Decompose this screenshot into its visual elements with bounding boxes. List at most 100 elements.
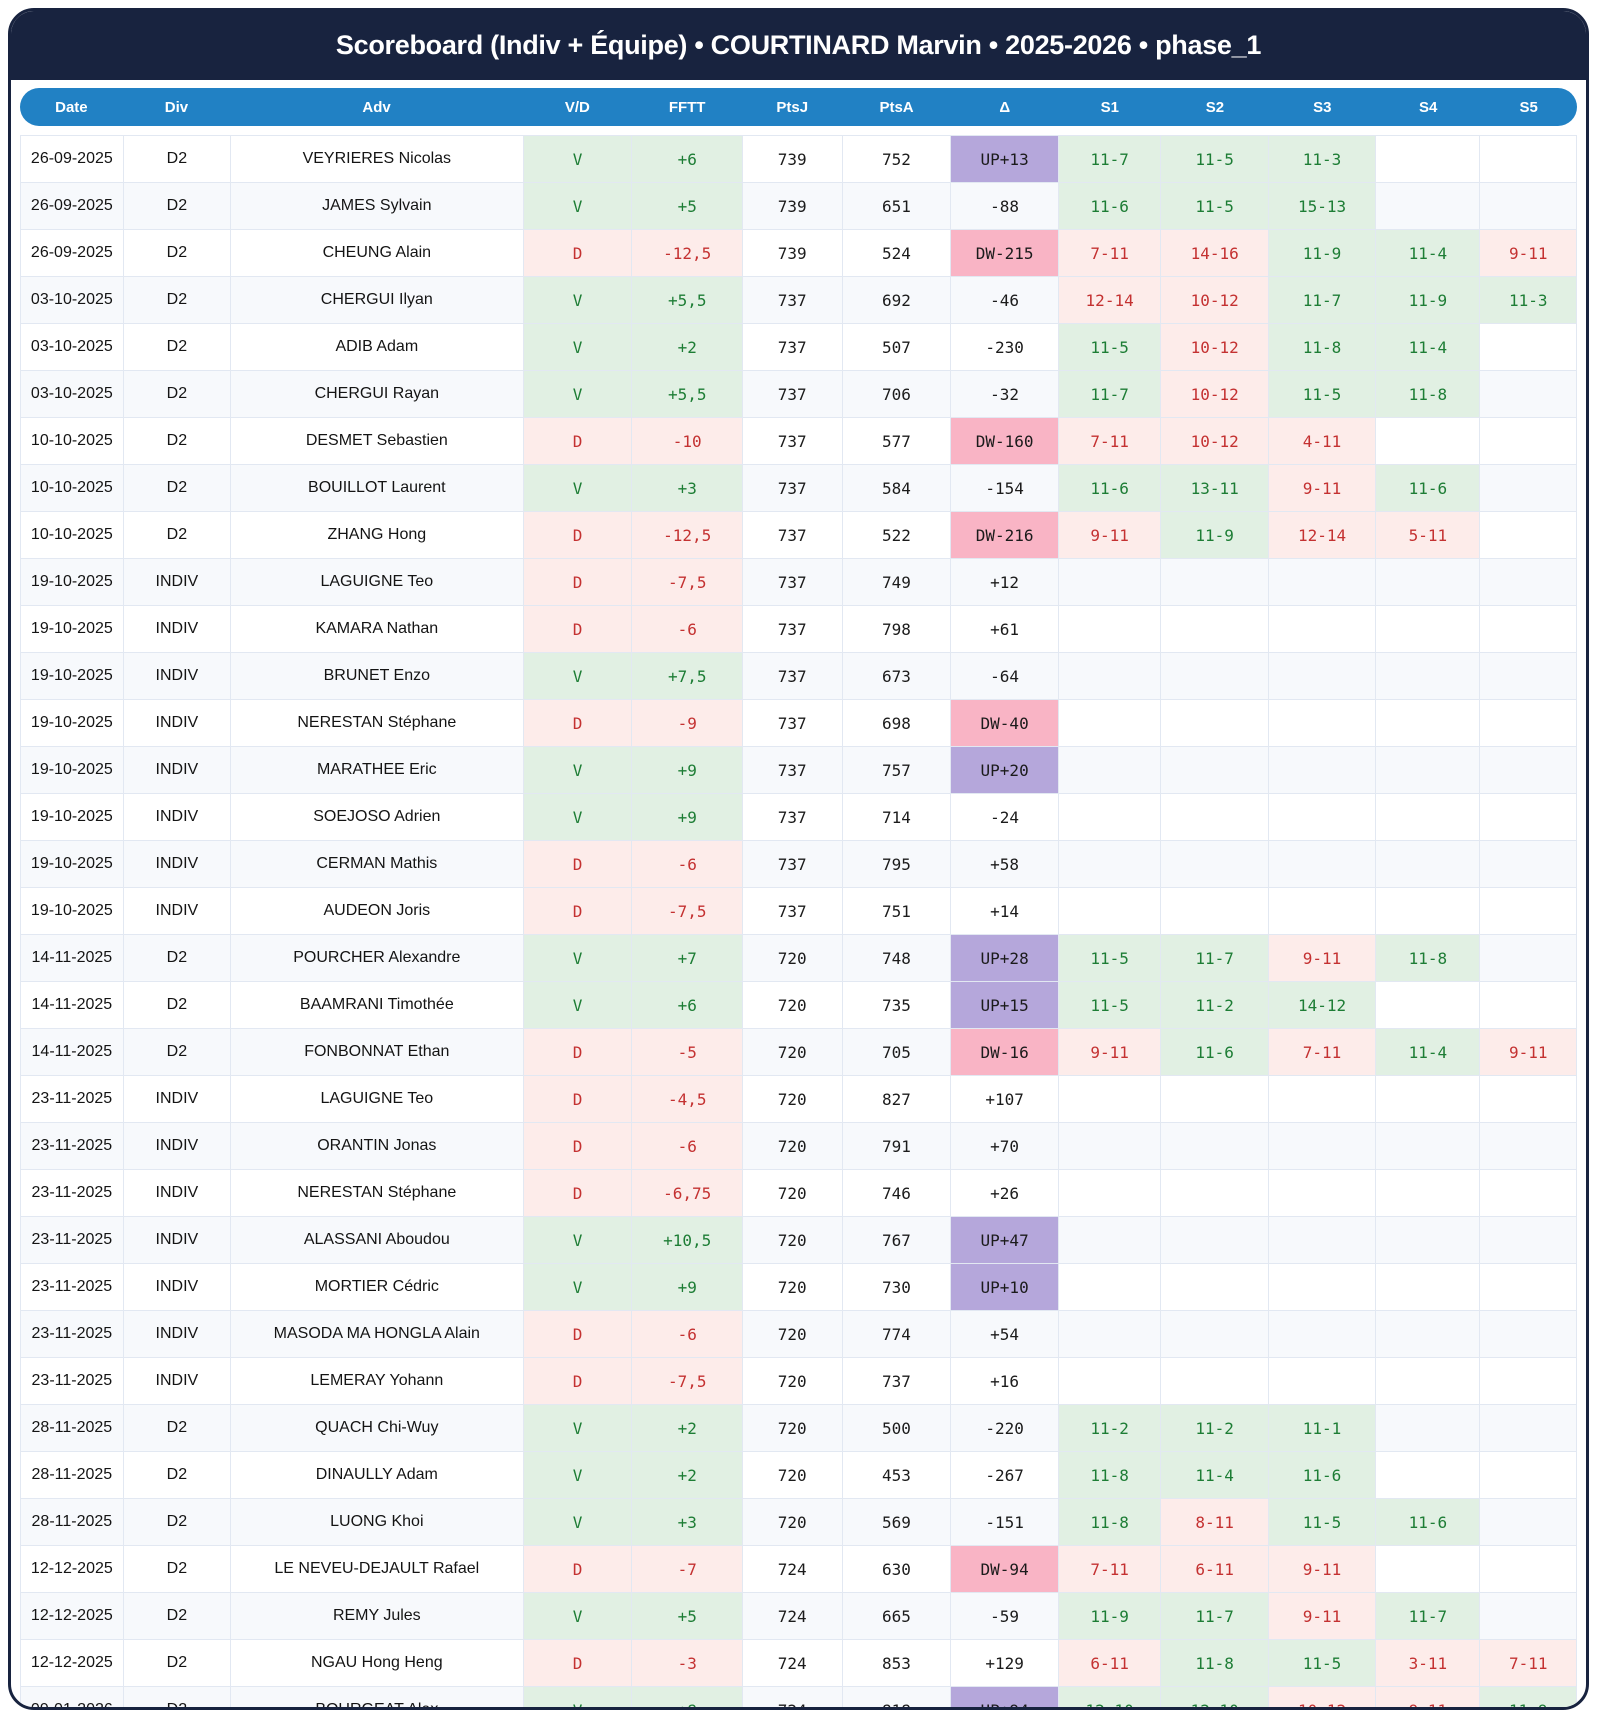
cell-set-5 [1479, 1404, 1577, 1452]
cell-set-2 [1160, 1122, 1269, 1170]
cell-ptsa: 853 [842, 1639, 952, 1687]
cell-ptsa: 522 [842, 511, 952, 559]
cell-set-5 [1479, 1498, 1577, 1546]
cell-set-3: 11-1 [1268, 1404, 1377, 1452]
cell-set-5 [1479, 370, 1577, 418]
column-header-s5: S5 [1480, 88, 1577, 126]
cell-set-2 [1160, 1357, 1269, 1405]
cell-set-2 [1160, 793, 1269, 841]
cell-set-5: 11-9 [1479, 1686, 1577, 1707]
table-row: 10-10-2025 D2 ZHANG Hong D -12,5 737 522 DW-216… [20, 511, 1577, 559]
cell-fftt: -7,5 [631, 1357, 743, 1405]
cell-ptsj: 720 [742, 1404, 843, 1452]
table-row: 12-12-2025 D2 NGAU Hong Heng D -3 724 853 +129 6… [20, 1639, 1577, 1687]
cell-delta: +54 [950, 1310, 1059, 1358]
table-row: 19-10-2025 INDIV SOEJOSO Adrien V +9 737 714 -2… [20, 793, 1577, 841]
cell-set-2: 11-5 [1160, 135, 1269, 183]
cell-date: 14-11-2025 [20, 981, 124, 1029]
cell-set-4 [1375, 1545, 1481, 1593]
cell-ptsj: 720 [742, 1451, 843, 1499]
cell-delta: -88 [950, 182, 1059, 230]
cell-set-1: 11-6 [1058, 464, 1162, 512]
cell-ptsj: 720 [742, 1310, 843, 1358]
cell-div: INDIV [123, 1216, 232, 1264]
table-row: 19-10-2025 INDIV NERESTAN Stéphane D -9 737 69… [20, 699, 1577, 747]
cell-vd: V [523, 182, 633, 230]
cell-fftt: +2 [631, 1451, 743, 1499]
cell-adv: BOUILLOT Laurent [230, 464, 524, 512]
cell-div: D2 [123, 934, 232, 982]
cell-div: D2 [123, 135, 232, 183]
cell-set-2: 11-6 [1160, 1028, 1269, 1076]
cell-set-3 [1268, 746, 1377, 794]
cell-vd: D [523, 1028, 633, 1076]
cell-set-2: 11-8 [1160, 1639, 1269, 1687]
cell-set-4 [1375, 699, 1481, 747]
cell-set-5 [1479, 511, 1577, 559]
column-header-adv: Adv [230, 88, 523, 126]
cell-date: 26-09-2025 [20, 135, 124, 183]
cell-fftt: -9 [631, 699, 743, 747]
cell-set-1: 11-5 [1058, 981, 1162, 1029]
cell-set-4: 11-4 [1375, 1028, 1481, 1076]
cell-vd: D [523, 1122, 633, 1170]
scoreboard-table: 26-09-2025 D2 VEYRIERES Nicolas V +6 739 752 UP… [20, 135, 1577, 1707]
cell-adv: MARATHEE Eric [230, 746, 524, 794]
cell-set-4 [1375, 1122, 1481, 1170]
cell-set-1 [1058, 1263, 1162, 1311]
cell-div: D2 [123, 464, 232, 512]
cell-set-2: 10-12 [1160, 370, 1269, 418]
cell-set-4 [1375, 1169, 1481, 1217]
cell-div: D2 [123, 981, 232, 1029]
cell-delta: UP+20 [950, 746, 1059, 794]
cell-vd: D [523, 1169, 633, 1217]
cell-vd: V [523, 746, 633, 794]
cell-adv: ORANTIN Jonas [230, 1122, 524, 1170]
cell-ptsa: 651 [842, 182, 952, 230]
cell-ptsj: 737 [742, 652, 843, 700]
cell-fftt: -6 [631, 1310, 743, 1358]
cell-vd: D [523, 417, 633, 465]
cell-adv: DESMET Sebastien [230, 417, 524, 465]
cell-set-4 [1375, 981, 1481, 1029]
table-row: 03-10-2025 D2 CHERGUI Rayan V +5,5 737 706 -32 1… [20, 370, 1577, 418]
cell-div: D2 [123, 1639, 232, 1687]
table-row: 03-10-2025 D2 CHERGUI Ilyan V +5,5 737 692 -46 1… [20, 276, 1577, 324]
table-row: 19-10-2025 INDIV BRUNET Enzo V +7,5 737 673 -64 [20, 652, 1577, 700]
cell-set-3: 7-11 [1268, 1028, 1377, 1076]
cell-ptsa: 751 [842, 887, 952, 935]
cell-delta: UP+47 [950, 1216, 1059, 1264]
table-row: 14-11-2025 D2 FONBONNAT Ethan D -5 720 705 DW-1… [20, 1028, 1577, 1076]
cell-fftt: +6 [631, 981, 743, 1029]
column-header-v-d: V/D [522, 88, 632, 126]
cell-ptsa: 714 [842, 793, 952, 841]
cell-ptsj: 737 [742, 417, 843, 465]
cell-set-3: 11-5 [1268, 1639, 1377, 1687]
cell-set-4 [1375, 746, 1481, 794]
cell-vd: V [523, 1404, 633, 1452]
cell-delta: +129 [950, 1639, 1059, 1687]
cell-div: D2 [123, 1592, 232, 1640]
cell-div: INDIV [123, 558, 232, 606]
cell-ptsj: 737 [742, 746, 843, 794]
cell-delta: DW-215 [950, 229, 1059, 277]
cell-set-2 [1160, 1310, 1269, 1358]
table-row: 26-09-2025 D2 VEYRIERES Nicolas V +6 739 752 UP… [20, 135, 1577, 183]
cell-fftt: -4,5 [631, 1075, 743, 1123]
cell-set-5 [1479, 1545, 1577, 1593]
cell-ptsj: 720 [742, 1075, 843, 1123]
cell-set-1: 11-8 [1058, 1451, 1162, 1499]
cell-set-5 [1479, 1310, 1577, 1358]
cell-set-1: 11-5 [1058, 934, 1162, 982]
cell-date: 03-10-2025 [20, 323, 124, 371]
table-row: 23-11-2025 INDIV MORTIER Cédric V +9 720 730 UP… [20, 1263, 1577, 1311]
table-row: 26-09-2025 D2 CHEUNG Alain D -12,5 739 524 DW-2… [20, 229, 1577, 277]
cell-adv: LE NEVEU-DEJAULT Rafael [230, 1545, 524, 1593]
cell-adv: ADIB Adam [230, 323, 524, 371]
cell-set-3: 11-5 [1268, 1498, 1377, 1546]
table-row: 12-12-2025 D2 LE NEVEU-DEJAULT Rafael D -7 72… [20, 1545, 1577, 1593]
cell-set-4: 11-8 [1375, 934, 1481, 982]
cell-delta: UP+13 [950, 135, 1059, 183]
cell-delta: UP+94 [950, 1686, 1059, 1707]
table-row: 28-11-2025 D2 QUACH Chi-Wuy V +2 720 500 -220 11… [20, 1404, 1577, 1452]
